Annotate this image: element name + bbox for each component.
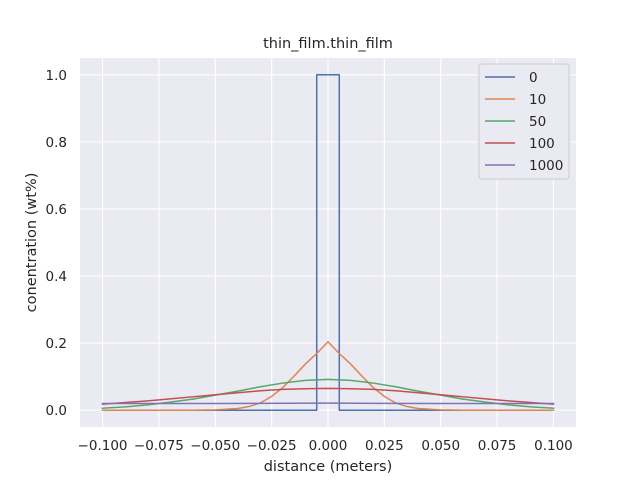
y-axis-label: conentration (wt%) <box>24 173 40 313</box>
x-tick-label: −0.025 <box>247 438 297 454</box>
x-tick-label: 0.050 <box>421 438 460 454</box>
series-group <box>101 74 555 411</box>
legend-label: 10 <box>529 92 546 108</box>
x-tick-label: 0.025 <box>365 438 404 454</box>
chart-title: thin_film.thin_film <box>263 36 393 52</box>
legend-box <box>478 63 570 180</box>
legend-label: 100 <box>529 136 555 152</box>
series-line-10 <box>101 341 555 411</box>
series-line-0 <box>101 74 555 411</box>
x-axis-label: distance (meters) <box>264 459 393 475</box>
x-tick-label: −0.050 <box>190 438 240 454</box>
x-tick-label: 0.100 <box>534 438 573 454</box>
y-tick-label: 1.0 <box>46 68 67 84</box>
legend-label: 1000 <box>529 158 563 174</box>
x-tick-label: 0.075 <box>478 438 517 454</box>
tick-labels: −0.100 −0.075 −0.050 −0.025 0.000 0.025 0.050 0… <box>46 68 573 454</box>
legend-label: 0 <box>529 70 538 86</box>
y-tick-label: 0.8 <box>46 135 67 151</box>
y-tick-label: 0.0 <box>46 403 67 419</box>
x-tick-label: −0.075 <box>134 438 184 454</box>
grid-lines <box>80 58 576 427</box>
series-line-100 <box>101 387 555 405</box>
y-tick-label: 0.4 <box>46 269 67 285</box>
legend: 0 10 50 100 1000 <box>478 63 570 180</box>
series-line-50 <box>101 378 555 410</box>
x-tick-label: −0.100 <box>78 438 128 454</box>
legend-label: 50 <box>529 114 546 130</box>
x-tick-label: 0.000 <box>309 438 348 454</box>
y-tick-label: 0.6 <box>46 202 67 218</box>
y-tick-label: 0.2 <box>46 336 67 352</box>
